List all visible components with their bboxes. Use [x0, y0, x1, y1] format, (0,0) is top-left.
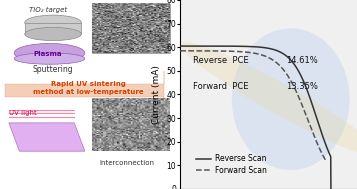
- Text: UV light: UV light: [9, 110, 37, 116]
- Ellipse shape: [25, 27, 81, 41]
- Text: TiO₂ target: TiO₂ target: [29, 7, 67, 13]
- Reverse Scan: [178, 45, 182, 47]
- Ellipse shape: [25, 15, 81, 30]
- Text: Sputtering: Sputtering: [33, 65, 73, 74]
- Text: Rapid UV sintering
method at low-temperature: Rapid UV sintering method at low-tempera…: [33, 81, 144, 95]
- Ellipse shape: [14, 43, 85, 62]
- Reverse Scan: [197, 45, 201, 47]
- Forward Scan: [178, 50, 182, 52]
- Line: Forward Scan: Forward Scan: [180, 51, 326, 161]
- Forward Scan: [311, 133, 316, 136]
- Polygon shape: [9, 123, 85, 151]
- Bar: [92, 4, 170, 53]
- Text: 14.61%: 14.61%: [286, 56, 318, 65]
- Forward Scan: [286, 75, 291, 78]
- Reverse Scan: [282, 53, 286, 55]
- Bar: [25, 23, 81, 34]
- Forward Scan: [321, 154, 325, 156]
- Reverse Scan: [230, 45, 235, 47]
- Forward Scan: [258, 53, 263, 56]
- Legend: Reverse Scan, Forward Scan: Reverse Scan, Forward Scan: [193, 151, 270, 178]
- Ellipse shape: [14, 53, 85, 64]
- Text: Forward  PCE: Forward PCE: [193, 82, 248, 91]
- Forward Scan: [276, 63, 281, 66]
- Text: Reverse  PCE: Reverse PCE: [193, 56, 248, 65]
- Ellipse shape: [232, 28, 350, 170]
- Reverse Scan: [324, 145, 328, 147]
- FancyArrow shape: [5, 71, 164, 111]
- Reverse Scan: [184, 45, 188, 47]
- Line: Reverse Scan: Reverse Scan: [180, 46, 331, 189]
- Text: Plasma: Plasma: [34, 51, 62, 57]
- Reverse Scan: [298, 72, 302, 74]
- Text: Interconnection: Interconnection: [100, 160, 155, 166]
- Ellipse shape: [181, 42, 357, 156]
- Forward Scan: [324, 160, 328, 162]
- Text: 13.35%: 13.35%: [286, 82, 318, 91]
- Y-axis label: Current (mA): Current (mA): [152, 65, 161, 124]
- Forward Scan: [274, 61, 278, 64]
- Reverse Scan: [329, 188, 333, 189]
